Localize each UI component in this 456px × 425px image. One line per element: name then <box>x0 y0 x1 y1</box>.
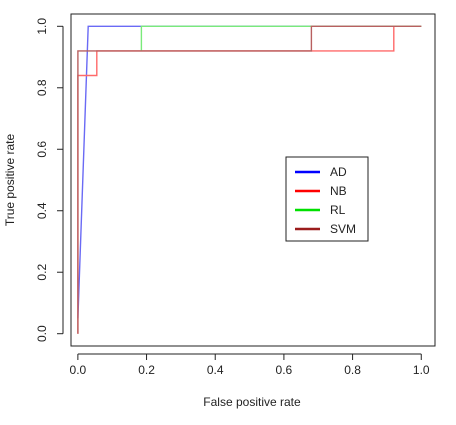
x-tick-label: 1.0 <box>413 363 430 377</box>
series-line-svm <box>77 25 422 334</box>
y-tick-label: 0.6 <box>35 141 49 158</box>
y-axis-title: True positive rate <box>3 134 17 227</box>
y-tick-label: 0.2 <box>35 264 49 281</box>
series-line-ad <box>77 25 422 319</box>
series-line-nb <box>77 25 422 334</box>
y-tick-label: 1.0 <box>35 18 49 35</box>
legend-label-svm: SVM <box>330 222 356 236</box>
plot-frame <box>70 13 436 347</box>
legend-label-nb: NB <box>330 184 347 198</box>
x-axis: 0.0 0.2 0.4 0.6 0.8 1.0 <box>70 353 430 377</box>
y-axis: 0.0 0.2 0.4 0.6 0.8 1.0 <box>35 18 64 342</box>
x-tick-label: 0.4 <box>207 363 224 377</box>
x-tick-label: 0.2 <box>138 363 155 377</box>
legend-label-ad: AD <box>330 165 347 179</box>
y-tick-label: 0.8 <box>35 79 49 96</box>
legend-label-rl: RL <box>330 203 346 217</box>
x-tick-label: 0.0 <box>70 363 87 377</box>
x-tick-label: 0.8 <box>344 363 361 377</box>
x-axis-title: False positive rate <box>203 395 301 409</box>
series-line-rl <box>140 25 422 51</box>
legend: AD NB RL SVM <box>285 156 369 242</box>
y-tick-label: 0.4 <box>35 202 49 219</box>
legend-box <box>285 156 369 242</box>
x-tick-label: 0.6 <box>276 363 293 377</box>
series-layer <box>77 25 422 334</box>
y-tick-label: 0.0 <box>35 325 49 342</box>
